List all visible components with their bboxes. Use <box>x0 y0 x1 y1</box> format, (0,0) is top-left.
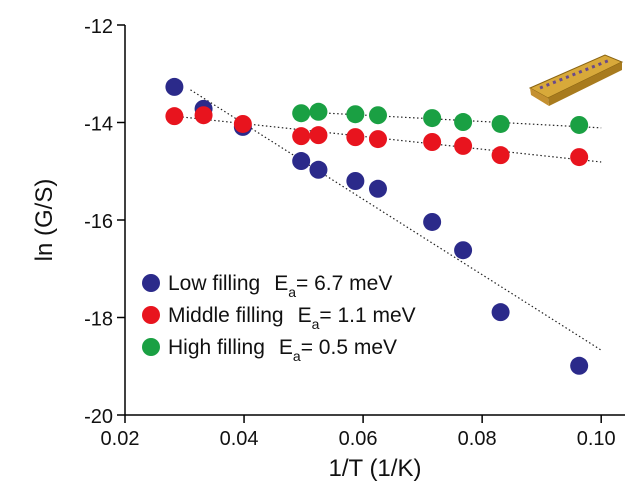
x-axis-label: 1/T (1/K) <box>329 455 422 482</box>
point <box>423 212 442 231</box>
legend-marker <box>142 306 160 324</box>
legend-entry: Low filling Ea= 6.7 meV <box>168 272 392 300</box>
point <box>233 114 252 133</box>
legend-marker <box>142 338 160 356</box>
legend-name: High filling <box>168 336 265 359</box>
point <box>454 136 473 155</box>
point <box>346 172 365 190</box>
point <box>491 114 510 133</box>
energy-subscript: a <box>288 284 296 300</box>
energy-symbol: E <box>298 304 312 327</box>
point <box>292 104 311 123</box>
energy-subscript: a <box>312 316 320 332</box>
point <box>194 106 213 125</box>
legend-entry: High filling Ea= 0.5 meV <box>168 336 397 364</box>
y-tick-label: -18 <box>84 309 113 331</box>
legend-name: Low filling <box>168 272 260 295</box>
x-tick-label: 0.04 <box>220 428 259 450</box>
point <box>491 146 510 165</box>
point <box>570 356 589 375</box>
energy-value: = 0.5 meV <box>301 336 397 359</box>
energy-symbol: E <box>274 272 288 295</box>
y-tick-label: -14 <box>84 114 113 136</box>
point <box>165 77 184 96</box>
y-tick-label: -12 <box>84 16 113 38</box>
x-tick-label: 0.08 <box>458 428 497 450</box>
x-tick-label: 0.02 <box>101 428 140 450</box>
point <box>570 148 589 167</box>
point <box>423 133 442 151</box>
y-tick-label: -20 <box>84 406 113 428</box>
sample-icon <box>528 54 624 106</box>
point <box>309 160 328 179</box>
point <box>292 127 311 146</box>
point <box>368 179 387 198</box>
point <box>165 107 184 126</box>
point <box>368 130 387 149</box>
energy-value: = 1.1 meV <box>319 304 415 327</box>
legend-marker <box>142 274 160 292</box>
x-tick-label: 0.10 <box>577 428 616 450</box>
point <box>491 303 510 322</box>
energy-subscript: a <box>293 348 301 364</box>
point <box>292 152 311 171</box>
point <box>368 106 387 125</box>
y-axis-label: ln (G/S) <box>31 179 58 262</box>
point <box>570 115 589 134</box>
legend-entry: Middle filling Ea= 1.1 meV <box>168 304 416 332</box>
fit-line <box>301 111 602 129</box>
point <box>454 241 473 260</box>
y-tick-label: -16 <box>84 211 113 233</box>
point <box>309 102 328 121</box>
point <box>423 109 442 128</box>
point <box>309 126 328 145</box>
point <box>454 113 473 132</box>
fit-line <box>190 89 602 351</box>
legend-name: Middle filling <box>168 304 284 327</box>
point <box>346 128 365 147</box>
x-tick-label: 0.06 <box>339 428 378 450</box>
point <box>346 105 365 124</box>
energy-value: = 6.7 meV <box>296 272 392 295</box>
energy-symbol: E <box>279 336 293 359</box>
